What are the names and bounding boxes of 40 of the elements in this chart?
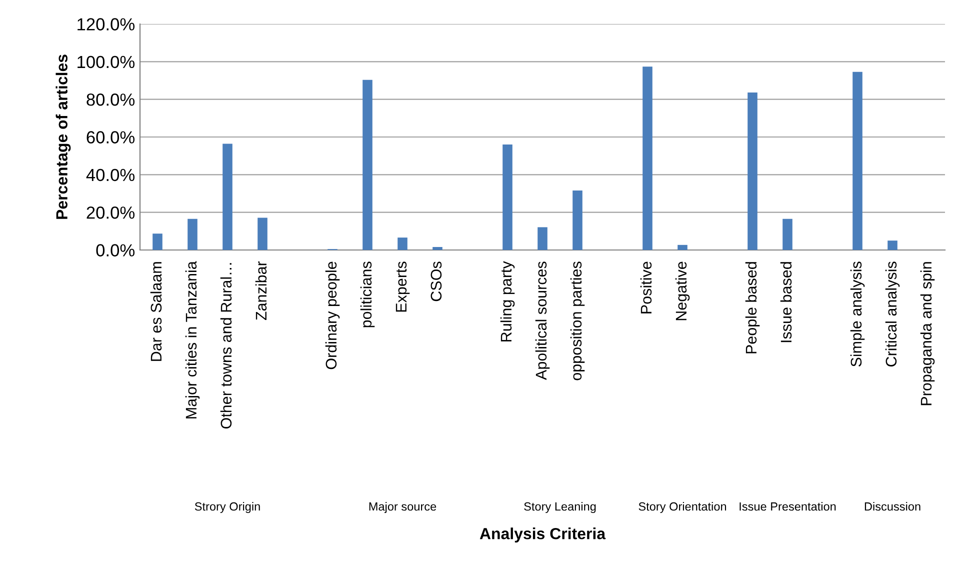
y-tick-label: 60.0% (86, 131, 135, 144)
x-tick-label: Positive (640, 262, 652, 314)
bar (222, 144, 232, 250)
x-tick-label: Ruling party (500, 261, 515, 342)
x-tick-label: Critical analysis (885, 262, 900, 366)
bar (258, 218, 268, 250)
x-axis-title: Issue Presentation (740, 502, 836, 511)
y-tick-label: 100.0% (78, 56, 135, 68)
y-tick-label: 20.0% (86, 206, 135, 219)
x-tick-label: Zanzibar (255, 261, 267, 320)
text: Analysis Criteria (480, 528, 606, 542)
bar (152, 234, 162, 250)
y-tick-label: 0.0% (96, 244, 135, 256)
x-tick-label: Major cities in Tanzania (185, 261, 200, 418)
bar (398, 238, 408, 250)
x-axis-title: Strory Origin (194, 502, 260, 514)
x-tick-label: Simple analysis (850, 262, 865, 367)
x-tick-label: People based (745, 262, 760, 354)
y-tick-label: 80.0% (86, 94, 135, 106)
x-tick-label: Other towns and Rural… (220, 263, 232, 429)
bar (432, 246, 442, 250)
x-tick-label: Issue based (780, 262, 792, 342)
x-tick-label: Apolitical sources (535, 262, 550, 380)
x-tick-label: Negative (675, 262, 690, 320)
x-tick-label: CSOs (430, 262, 442, 302)
x-tick-label: opposition parties (570, 262, 585, 380)
bar (188, 218, 198, 250)
x-axis-title: Story Leaning (524, 502, 596, 514)
y-tick-label: 120.0% (78, 18, 135, 30)
x-axis-title: Major source (369, 502, 436, 514)
bar (362, 80, 372, 250)
y-tick-label: 40.0% (86, 168, 135, 182)
x-axis-title: Story Orientation (638, 502, 726, 514)
x-axis-title: Discussion (864, 502, 920, 511)
y-axis-title: Percentage of articles (56, 54, 71, 219)
x-tick-label: Experts (396, 262, 410, 312)
x-tick-label: politicians (360, 262, 375, 328)
x-tick-label: Ordinary people (325, 262, 340, 370)
x-tick-label: Propaganda and spin (920, 262, 935, 406)
x-tick-label: Dar es Salaam (150, 262, 162, 361)
